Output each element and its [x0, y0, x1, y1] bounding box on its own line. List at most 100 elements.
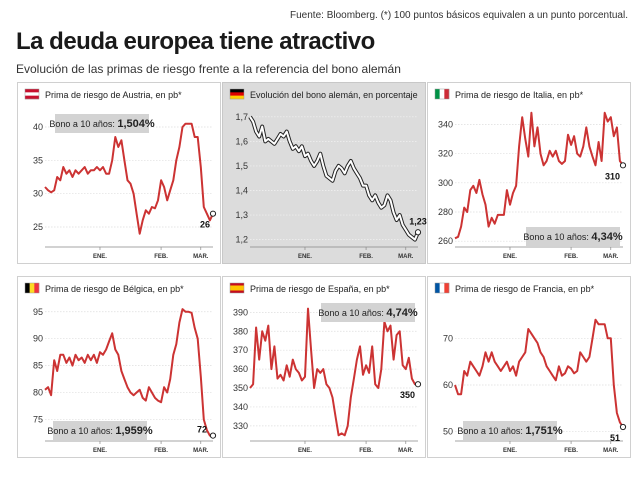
end-value-label: 51: [610, 433, 620, 443]
svg-text:Bono a 10 años: 1,751%: Bono a 10 años: 1,751%: [457, 425, 563, 437]
x-tick-label: ENE.: [298, 448, 312, 454]
yield-badge-value: 1,959%: [115, 425, 153, 437]
y-tick-label: 340: [233, 402, 248, 412]
y-tick-label: 1,6: [235, 136, 248, 146]
chart-title: Prima de riesgo de Francia, en pb*: [455, 284, 595, 294]
chart-title: Prima de riesgo de Austria, en pb*: [45, 90, 182, 100]
y-tick-label: 75: [33, 414, 43, 424]
y-tick-label: 80: [33, 388, 43, 398]
y-tick-label: 340: [438, 120, 453, 130]
yield-badge: Bono a 10 años: 1,751%: [457, 421, 563, 440]
y-tick-label: 25: [33, 222, 43, 232]
chart-title: Prima de riesgo de Bélgica, en pb*: [45, 284, 184, 294]
yield-badge-label: Bono a 10 años:: [318, 308, 386, 318]
yield-badge: Bono a 10 años: 4,34%: [523, 227, 623, 246]
y-tick-label: 260: [438, 236, 453, 246]
y-tick-label: 1,3: [235, 210, 248, 220]
france-flag-icon: [434, 282, 450, 294]
x-tick-label: MAR.: [398, 254, 414, 260]
y-tick-label: 370: [233, 345, 248, 355]
yield-badge: Bono a 10 años: 1,959%: [47, 421, 153, 440]
y-tick-label: 60: [443, 380, 453, 390]
yield-badge-value: 1,504%: [117, 118, 155, 130]
page-subtitle: Evolución de las primas de riesgo frente…: [16, 62, 401, 76]
y-tick-label: 95: [33, 307, 43, 317]
spain-flag-icon: [229, 282, 245, 294]
y-tick-label: 90: [33, 334, 43, 344]
x-tick-label: ENE.: [298, 254, 312, 260]
x-tick-label: ENE.: [503, 254, 517, 260]
x-tick-label: FEB.: [359, 254, 373, 260]
end-point-marker: [414, 229, 422, 236]
x-tick-label: MAR.: [603, 448, 619, 454]
chart-title: Evolución del bono alemán, en porcentaje: [250, 90, 418, 100]
y-tick-label: 390: [233, 307, 248, 317]
end-point-marker: [414, 381, 422, 388]
yield-badge-label: Bono a 10 años:: [49, 119, 117, 129]
x-tick-label: MAR.: [603, 254, 619, 260]
chart-panel-spain: Prima de riesgo de España, en pb* 330 340 3…: [222, 276, 426, 458]
series-line: [249, 116, 419, 241]
end-point-marker: [209, 432, 217, 439]
y-gridlines: [45, 126, 213, 228]
y-gridlines: [455, 337, 623, 433]
source-note: Fuente: Bloomberg. (*) 100 puntos básico…: [290, 10, 628, 21]
yield-badge: Bono a 10 años: 1,504%: [49, 114, 155, 133]
x-tick-label: ENE.: [93, 448, 107, 454]
belgium-flag-icon: [24, 282, 40, 294]
y-tick-label: 380: [233, 326, 248, 336]
y-tick-label: 1,5: [235, 161, 248, 171]
chart-panel-austria: Prima de riesgo de Austria, en pb* 25 30 35…: [17, 82, 221, 264]
yield-badge: Bono a 10 años: 4,74%: [318, 303, 418, 322]
svg-text:Bono a 10 años: 1,504%: Bono a 10 años: 1,504%: [49, 118, 155, 130]
end-point-marker: [619, 162, 627, 169]
y-tick-label: 350: [233, 383, 248, 393]
y-tick-label: 30: [33, 189, 43, 199]
chart-title: Prima de riesgo de Italia, en pb*: [455, 90, 584, 100]
x-tick-label: MAR.: [193, 254, 209, 260]
y-tick-label: 330: [233, 421, 248, 431]
y-tick-label: 1,7: [235, 112, 248, 122]
yield-badge-value: 4,34%: [591, 231, 622, 243]
series-line: [249, 307, 418, 437]
austria-flag-icon: [24, 88, 40, 100]
x-tick-label: FEB.: [564, 448, 578, 454]
x-tick-label: FEB.: [154, 448, 168, 454]
y-tick-label: 280: [438, 207, 453, 217]
yield-badge-value: 4,74%: [386, 307, 417, 319]
x-tick-label: ENE.: [93, 254, 107, 260]
y-tick-label: 70: [443, 333, 453, 343]
chart-panel-italy: Prima de riesgo de Italia, en pb* 260 280 3…: [427, 82, 631, 264]
y-tick-label: 320: [438, 149, 453, 159]
svg-text:Bono a 10 años: 1,959%: Bono a 10 años: 1,959%: [47, 425, 153, 437]
end-value-label: 310: [605, 171, 620, 181]
yield-badge-value: 1,751%: [525, 425, 563, 437]
end-value-label: 350: [400, 390, 415, 400]
y-tick-label: 360: [233, 364, 248, 374]
end-value-label: 26: [200, 220, 210, 230]
end-value-label: 72: [197, 425, 207, 435]
series-line: [44, 122, 214, 235]
end-point-marker: [209, 210, 217, 217]
x-tick-label: FEB.: [359, 448, 373, 454]
y-tick-label: 50: [443, 427, 453, 437]
y-tick-label: 35: [33, 155, 43, 165]
series-line: [44, 308, 213, 437]
yield-badge-label: Bono a 10 años:: [523, 232, 591, 242]
x-tick-label: ENE.: [503, 448, 517, 454]
end-point-marker: [619, 423, 627, 431]
y-tick-label: 40: [33, 122, 43, 132]
chart-panel-germany: Evolución del bono alemán, en porcentaje…: [222, 82, 427, 264]
svg-text:Bono a 10 años: 4,74%: Bono a 10 años: 4,74%: [318, 307, 417, 319]
x-tick-label: FEB.: [154, 254, 168, 260]
italy-flag-icon: [434, 88, 450, 100]
yield-badge-label: Bono a 10 años:: [47, 426, 115, 436]
chart-panel-belgium: Prima de riesgo de Bélgica, en pb* 75 80 85…: [17, 276, 221, 458]
y-gridlines: [45, 311, 213, 420]
germany-flag-icon: [229, 88, 245, 100]
yield-badge-label: Bono a 10 años:: [457, 426, 525, 436]
y-tick-label: 1,2: [235, 235, 248, 245]
chart-panel-france: Prima de riesgo de Francia, en pb* 50 60 70…: [427, 276, 631, 458]
x-tick-label: FEB.: [564, 254, 578, 260]
y-tick-label: 85: [33, 361, 43, 371]
